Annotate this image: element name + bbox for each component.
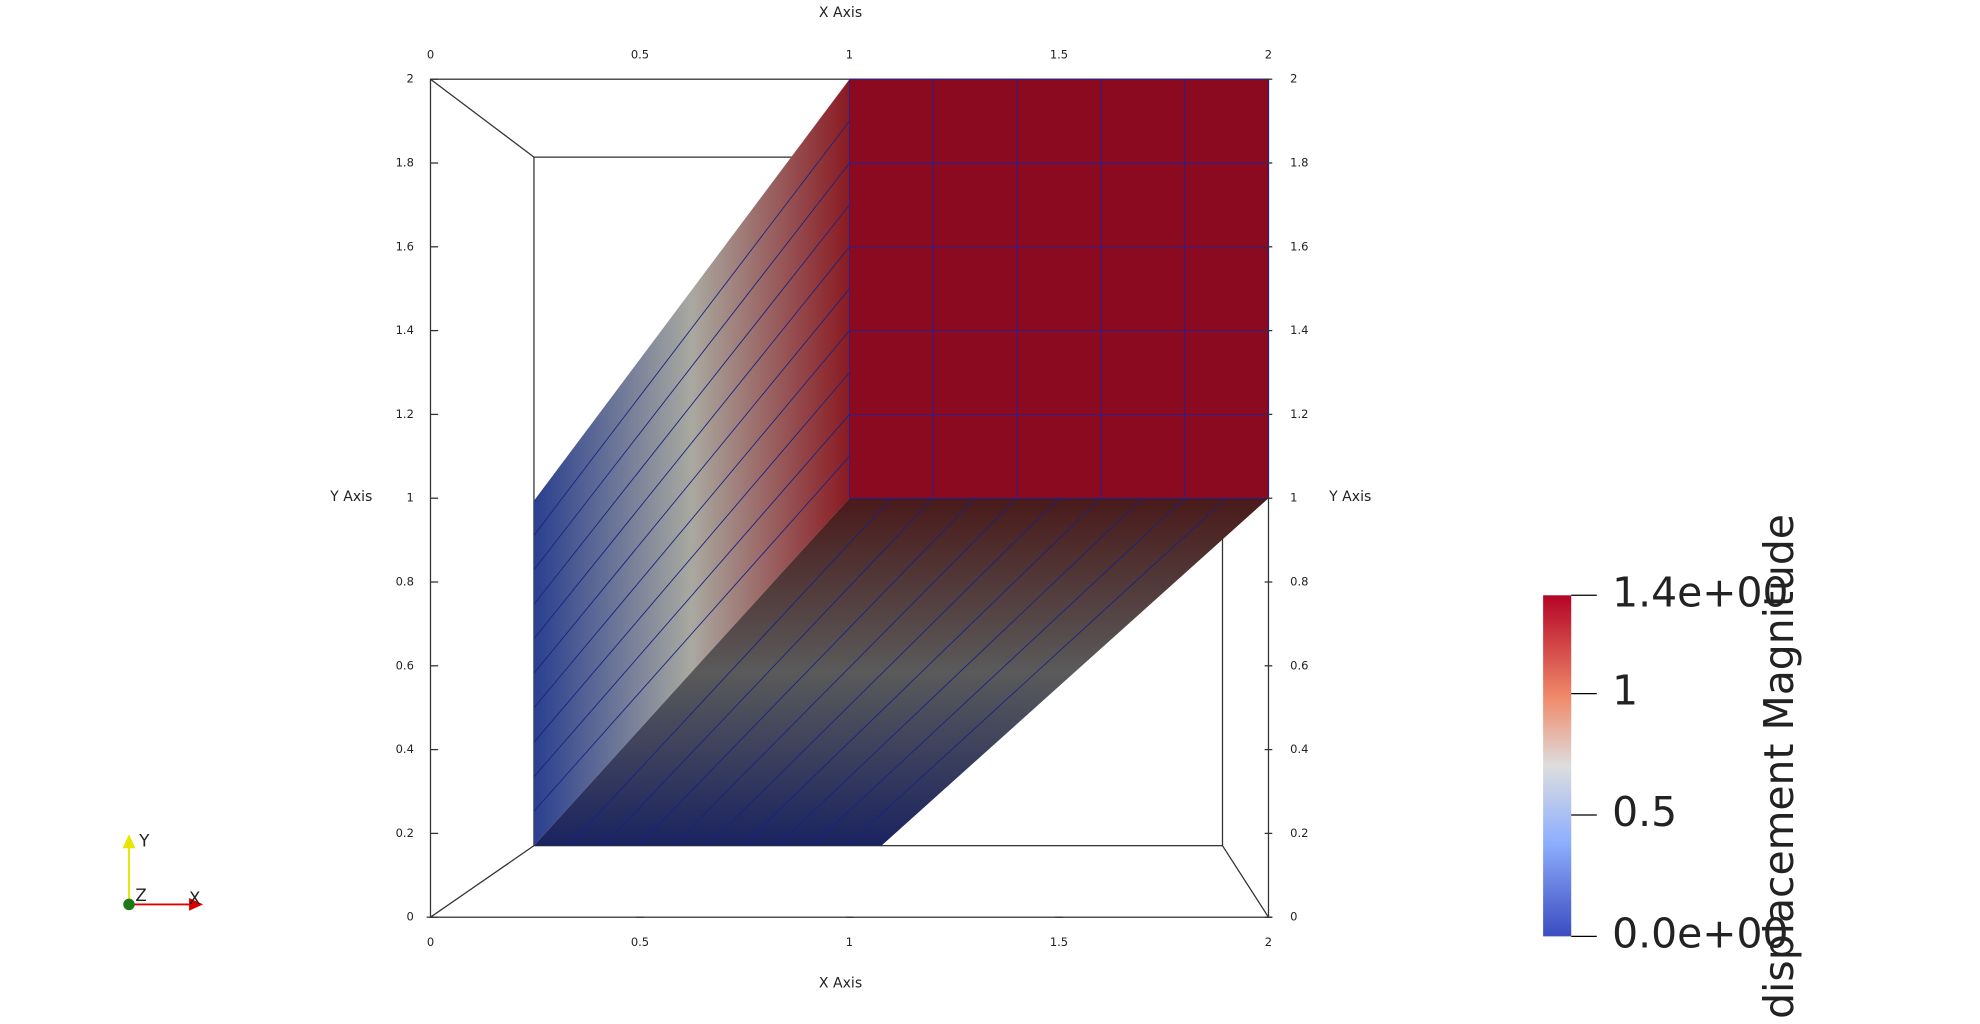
contour — [603, 497, 934, 846]
orient-label: Z — [135, 886, 146, 905]
contour — [533, 246, 850, 640]
orient-label: X — [189, 889, 200, 908]
x-head — [189, 898, 204, 911]
y-tick-label: 1 — [1290, 491, 1297, 505]
contour — [811, 497, 1185, 846]
y-tick-label: 0.8 — [1290, 575, 1308, 589]
y-tick-label: 1 — [407, 491, 414, 505]
y-tick-label: 0.6 — [1290, 658, 1308, 672]
colorbar-label: 0.0e+00 — [1612, 909, 1788, 957]
contour — [776, 497, 1144, 846]
contour — [568, 497, 892, 846]
top-face — [849, 79, 1269, 499]
y-tick-label: 0.4 — [396, 742, 414, 756]
bottom-face — [533, 498, 1269, 846]
colorbar-labels: 1.4e+00 1 0.5 0.0e+00 — [1571, 568, 1788, 957]
edge — [430, 78, 535, 158]
y-tick-label: 0 — [407, 910, 414, 924]
y-tick-label: 1.4 — [396, 323, 414, 337]
x-tick-label: 2 — [1265, 935, 1272, 949]
x-axis-title: X Axis — [819, 5, 862, 21]
x-tick-label: 2 — [1265, 47, 1272, 61]
y-tick-label: 0.2 — [396, 826, 414, 840]
y-tick-label: 1.2 — [396, 407, 414, 421]
y-tick-label: 0 — [1290, 910, 1297, 924]
contour — [533, 456, 850, 812]
z-dot — [123, 898, 135, 911]
y-tick-label: 1.6 — [396, 239, 414, 253]
x-tick-label: 1 — [846, 935, 853, 949]
x-tick-label: 1 — [846, 47, 853, 61]
y-tick-label: 0.6 — [396, 658, 414, 672]
y-tick-label: 1.4 — [1290, 323, 1308, 337]
y-tick-label: 1.8 — [396, 156, 414, 170]
y-tick-label: 0.2 — [1290, 826, 1308, 840]
geometry — [429, 78, 1270, 918]
contour — [637, 497, 976, 846]
orient-label: Y — [138, 831, 150, 850]
contour — [533, 372, 850, 743]
contour — [672, 497, 1018, 846]
left-face — [533, 79, 850, 846]
y-tick-label: 1.6 — [1290, 239, 1308, 253]
y-tick-label: 2 — [407, 72, 414, 86]
x-axis-title: X Axis — [819, 976, 862, 992]
colorbar-label: 0.5 — [1612, 788, 1677, 836]
contour — [707, 497, 1060, 846]
y-tick-label: 0.8 — [396, 575, 414, 589]
x-tick-label: 0 — [427, 47, 434, 61]
colorbar — [1543, 595, 1572, 937]
contour — [846, 497, 1227, 846]
y-tick-label: 2 — [1290, 72, 1297, 86]
contour — [533, 120, 850, 536]
y-axis-title: Y Axis — [1328, 489, 1371, 505]
edge — [1221, 845, 1270, 918]
contour — [533, 204, 850, 605]
orientation-axes: Y Z X — [122, 831, 204, 911]
y-head — [122, 834, 136, 849]
contour — [742, 497, 1102, 846]
contour — [533, 414, 850, 777]
colorbar-label: 1.4e+00 — [1612, 568, 1788, 616]
y-tick-label: 1.8 — [1290, 156, 1308, 170]
x-tick-label: 0.5 — [631, 935, 649, 949]
x-tick-label: 0 — [427, 935, 434, 949]
x-tick-label: 0.5 — [631, 47, 649, 61]
contour — [533, 288, 850, 674]
x-tick-label: 1.5 — [1050, 47, 1068, 61]
edge — [430, 845, 535, 918]
colorbar-title: displacement Magnitude — [1755, 514, 1803, 1019]
contour — [533, 162, 850, 571]
y-tick-label: 1.2 — [1290, 407, 1308, 421]
contour — [533, 330, 850, 708]
y-tick-label: 0.4 — [1290, 742, 1308, 756]
y-axis-title: Y Axis — [329, 489, 372, 505]
x-tick-label: 1.5 — [1050, 935, 1068, 949]
colorbar-label: 1 — [1612, 667, 1638, 715]
